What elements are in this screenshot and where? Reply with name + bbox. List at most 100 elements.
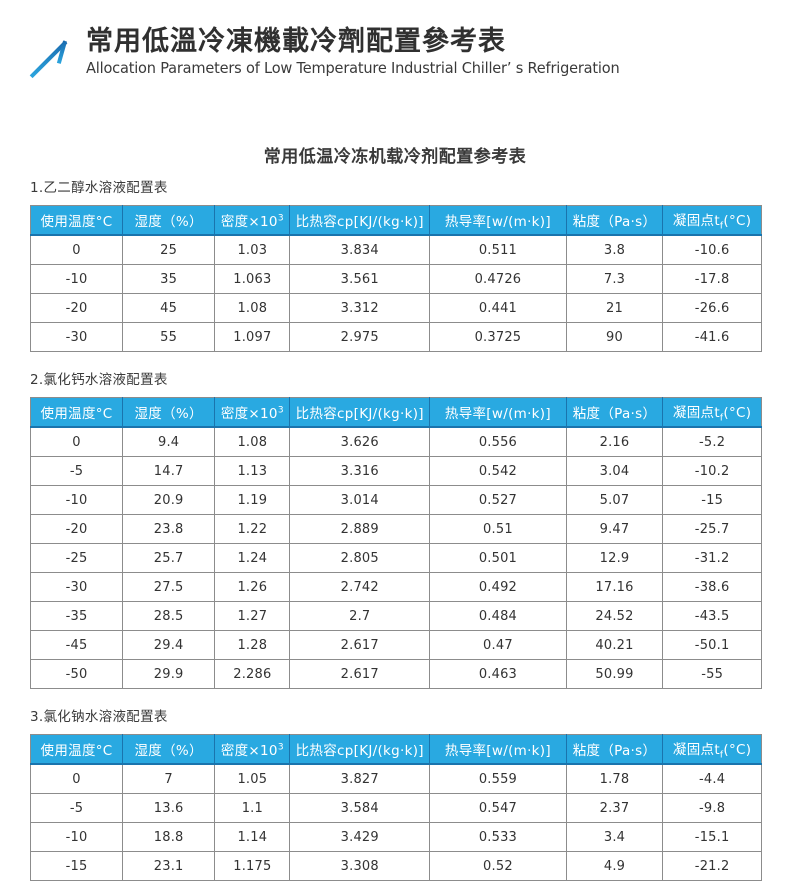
table-row: -30 27.5 1.26 2.742 0.492 17.16 -38.6 [29,572,762,602]
table-cell: 1.097 [214,322,291,352]
table-row: -25 25.7 1.24 2.805 0.501 12.9 -31.2 [29,543,762,573]
table-cell: 0.492 [429,572,567,602]
table-cell: 2.975 [289,322,431,352]
table-cell: -15.1 [662,822,762,852]
table-cell: 1.19 [214,485,291,515]
table-cell: 9.4 [122,426,216,457]
table-cell: -38.6 [662,572,762,602]
brand-title: 常用低溫冷凍機載冷劑配置參考表 [86,26,506,57]
table-cell: -45 [29,630,124,660]
table-cell: 0.441 [429,293,567,323]
table-cell: -31.2 [662,543,762,573]
table-cell: -21.2 [662,851,762,881]
table-cell: 0 [29,234,124,265]
table-cell: -50 [29,659,124,689]
table-row: -10 35 1.063 3.561 0.4726 7.3 -17.8 [29,264,762,294]
table-cell: -10.2 [662,456,762,486]
table-cell: 2.7 [289,601,431,631]
table-cell: -17.8 [662,264,762,294]
table-cell: 3.308 [289,851,431,881]
table-cell: -20 [29,514,124,544]
table-cell: -43.5 [662,601,762,631]
table-cell: 0.533 [429,822,567,852]
table-cell: 0.484 [429,601,567,631]
table-cell: -9.8 [662,793,762,823]
brand-header: 常用低溫冷凍機載冷劑配置參考表 Allocation Parameters of… [0,0,790,86]
table-row: -5 13.6 1.1 3.584 0.547 2.37 -9.8 [29,793,762,823]
table-header-row: 使用温度°C 湿度（%） 密度×103 比热容cp[KJ/(kg·k)] 热导率[w/(… [30,205,762,236]
table-cell: -5 [29,793,124,823]
table-cell: -4.4 [662,763,762,794]
table-row: -5 14.7 1.13 3.316 0.542 3.04 -10.2 [29,456,762,486]
table-cell: 1.03 [214,234,291,265]
column-header: 热导率[w/(m·k)] [429,397,567,428]
column-header: 使用温度°C [30,397,124,428]
table-cell: 0.556 [429,426,567,457]
table-cell: -55 [662,659,762,689]
table-row: 0 7 1.05 3.827 0.559 1.78 -4.4 [29,763,762,794]
table-cell: 0.542 [429,456,567,486]
table-cell: 25 [122,234,216,265]
table-cell: 7 [122,763,216,794]
table-cell: 2.742 [289,572,431,602]
table-cell: -30 [29,572,124,602]
table-cell: 1.26 [214,572,291,602]
table-cell: 0.4726 [429,264,567,294]
table-cell: 0.547 [429,793,567,823]
table-cell: 1.14 [214,822,291,852]
table-cell: 90 [565,322,664,352]
table-cell: -10 [29,264,124,294]
table-cell: 21 [565,293,664,323]
table-cell: 2.617 [289,630,431,660]
table-cell: 1.24 [214,543,291,573]
table-cell: 45 [122,293,216,323]
table-cell: 3.4 [565,822,664,852]
table-cell: 3.8 [565,234,664,265]
table-cell: 3.312 [289,293,431,323]
column-header: 湿度（%） [122,734,216,765]
table-cell: 3.834 [289,234,431,265]
table-ethylene-glycol: 使用温度°C 湿度（%） 密度×103 比热容cp[KJ/(kg·k)] 热导率[w/(… [29,205,762,352]
table-cell: 13.6 [122,793,216,823]
table-cell: 3.827 [289,763,431,794]
table-row: 0 25 1.03 3.834 0.511 3.8 -10.6 [29,234,762,265]
table-cell: 2.37 [565,793,664,823]
table-cell: 0.52 [429,851,567,881]
column-header: 粘度（Pa·s） [566,734,664,765]
table-cell: 20.9 [122,485,216,515]
arrow-logo-icon [29,39,68,79]
column-header: 粘度（Pa·s） [566,397,664,428]
column-header: 湿度（%） [122,205,216,236]
brand-text: 常用低溫冷凍機載冷劑配置參考表 Allocation Parameters of… [86,26,636,77]
page-title: 常用低温冷冻机载冷剂配置参考表 [263,147,527,167]
column-header: 密度×103 [214,397,291,428]
table-cell: 0 [29,763,124,794]
table-row: -10 18.8 1.14 3.429 0.533 3.4 -15.1 [29,822,762,852]
table-cell: 1.28 [214,630,291,660]
table-cell: 3.316 [289,456,431,486]
table-cell: 55 [122,322,216,352]
column-header: 比热容cp[KJ/(kg·k)] [289,205,431,236]
table-sodium-chloride: 使用温度°C 湿度（%） 密度×103 比热容cp[KJ/(kg·k)] 热导率[w/(… [29,734,762,881]
table-cell: 9.47 [565,514,664,544]
table-row: -20 45 1.08 3.312 0.441 21 -26.6 [29,293,762,323]
table-cell: 0.463 [429,659,567,689]
table-cell: 1.08 [214,426,291,457]
table-cell: 25.7 [122,543,216,573]
table-cell: 1.13 [214,456,291,486]
table-cell: 4.9 [565,851,664,881]
column-header: 比热容cp[KJ/(kg·k)] [289,734,431,765]
table-cell: 1.05 [214,763,291,794]
table-cell: -30 [29,322,124,352]
table-cell: 17.16 [565,572,664,602]
table-cell: 24.52 [565,601,664,631]
table-cell: 23.8 [122,514,216,544]
table-cell: -50.1 [662,630,762,660]
column-header: 凝固点tf(°C) [662,397,762,428]
table-cell: 27.5 [122,572,216,602]
table-cell: 2.805 [289,543,431,573]
table-cell: 1.78 [565,763,664,794]
table-cell: 3.429 [289,822,431,852]
table-cell: -10.6 [662,234,762,265]
table-cell: 29.9 [122,659,216,689]
